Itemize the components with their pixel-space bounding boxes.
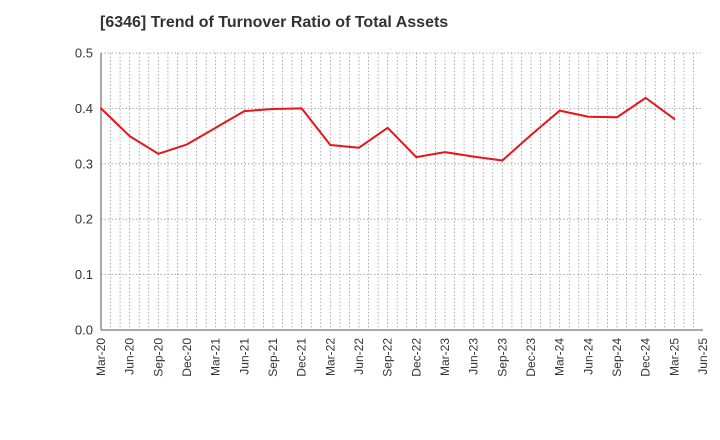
y-tick-label: 0.1 — [75, 267, 93, 282]
x-tick-label: Sep-21 — [266, 338, 280, 377]
chart-title: [6346] Trend of Turnover Ratio of Total … — [100, 14, 449, 31]
x-tick-label: Mar-23 — [438, 338, 452, 376]
y-tick-label: 0.5 — [75, 46, 93, 61]
x-tick-label: Dec-24 — [639, 338, 653, 377]
x-tick-label: Jun-20 — [123, 338, 137, 375]
x-tick-label: Mar-21 — [209, 338, 223, 376]
x-tick-label: Jun-22 — [352, 338, 366, 375]
x-tick-label: Sep-24 — [610, 338, 624, 377]
x-tick-label: Sep-20 — [151, 338, 165, 377]
tick-label-layer: 0.0 0.1 0.2 0.3 0.4 0.5 Mar-20 Jun-20 Sep-20 Dec-… — [75, 46, 710, 377]
x-tick-label: Jun-25 — [696, 338, 710, 375]
y-tick-label: 0.3 — [75, 156, 93, 171]
plot-area — [101, 53, 703, 330]
y-tick-label: 0.0 — [75, 323, 93, 338]
x-tick-label: Mar-20 — [94, 338, 108, 376]
x-tick-label: Sep-22 — [381, 338, 395, 377]
x-tick-label: Mar-22 — [323, 338, 337, 376]
y-tick-label: 0.4 — [75, 101, 93, 116]
y-tick-label: 0.2 — [75, 212, 93, 227]
series-line — [100, 96, 676, 162]
x-tick-label: Mar-25 — [667, 338, 681, 376]
x-tick-label: Jun-23 — [467, 338, 481, 375]
x-tick-label: Jun-24 — [581, 338, 595, 375]
x-tick-label: Mar-24 — [553, 338, 567, 376]
x-tick-label: Dec-20 — [180, 338, 194, 377]
grid-layer — [101, 52, 703, 330]
x-tick-label: Sep-23 — [495, 338, 509, 377]
x-tick-label: Jun-21 — [237, 338, 251, 375]
x-tick-label: Dec-23 — [524, 338, 538, 377]
x-tick-label: Dec-22 — [409, 338, 423, 377]
series-layer — [100, 96, 676, 162]
x-tick-label: Dec-21 — [295, 338, 309, 377]
axis-layer — [100, 53, 703, 331]
